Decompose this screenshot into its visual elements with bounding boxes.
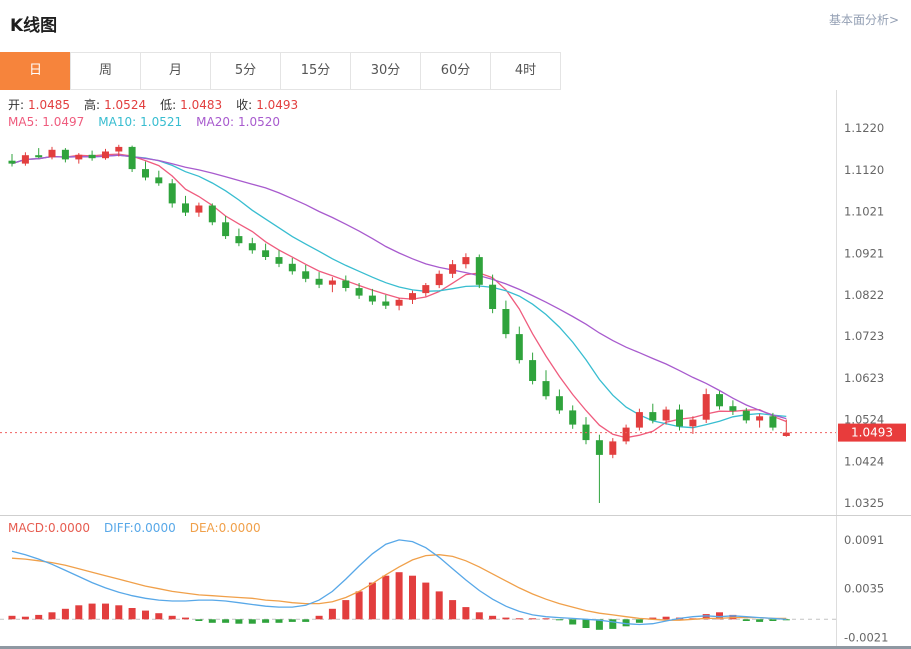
svg-text:1.0723: 1.0723 (844, 329, 884, 343)
ohlc-value: 1.0485 (28, 98, 71, 112)
ma-value: 1.0497 (42, 115, 85, 129)
timeframe-tab-4[interactable]: 15分 (280, 52, 351, 90)
svg-text:1.0524: 1.0524 (844, 413, 884, 427)
ohlc-value: 1.0524 (104, 98, 147, 112)
ma-value: 1.0521 (140, 115, 183, 129)
macd-panel: 0.0091 0.0035 -0.0021 MACD:0.0000 DIFF:0.00… (0, 515, 911, 648)
candlestick-panel: 1.1220 1.1120 1.1021 1.0921 1.0822 1.0723 1.06… (0, 90, 911, 515)
ma-item: MA10: 1.0521 (98, 115, 182, 129)
macd-legend-label: DEA: (189, 521, 219, 535)
ma-label: MA20: (196, 115, 234, 129)
candlestick-chart-svg[interactable]: 1.1220 1.1120 1.1021 1.0921 1.0822 1.0723 1.06… (0, 90, 911, 515)
ma-legend: MA5: 1.0497 MA10: 1.0521 MA20: 1.0520 (8, 115, 294, 129)
ohlc-label: 低: (160, 98, 177, 112)
svg-text:1.0325: 1.0325 (844, 496, 884, 510)
svg-text:1.0921: 1.0921 (844, 246, 884, 260)
macd-legend-item: DEA:0.0000 (190, 521, 261, 535)
timeframe-tab-6[interactable]: 60分 (420, 52, 491, 90)
macd-legend-item: MACD:0.0000 (8, 521, 90, 535)
svg-text:0.0091: 0.0091 (844, 533, 884, 547)
timeframe-tab-0[interactable]: 日 (0, 52, 71, 90)
svg-text:1.0493: 1.0493 (851, 426, 893, 440)
svg-text:1.1021: 1.1021 (844, 204, 884, 218)
ma-value: 1.0520 (238, 115, 280, 129)
ma-label: MA10: (98, 115, 137, 129)
macd-chart-svg[interactable]: 0.0091 0.0035 -0.0021 (0, 516, 911, 648)
fundamental-analysis-link[interactable]: 基本面分析> (828, 13, 899, 27)
svg-text:1.0424: 1.0424 (844, 455, 884, 469)
ohlc-value: 1.0493 (256, 98, 299, 112)
ohlc-legend: 开: 1.0485 高: 1.0524 低: 1.0483 收: 1.0493 (8, 96, 312, 113)
svg-text:-0.0021: -0.0021 (844, 631, 888, 645)
svg-text:1.0623: 1.0623 (844, 371, 884, 385)
timeframe-tab-1[interactable]: 周 (70, 52, 141, 90)
ohlc-item: 开: 1.0485 (8, 98, 70, 112)
svg-text:1.1120: 1.1120 (844, 163, 884, 177)
ohlc-item: 高: 1.0524 (84, 98, 146, 112)
header: K线图 基本面分析> (0, 0, 911, 52)
macd-legend-value: 0.0000 (48, 521, 91, 535)
ohlc-item: 收: 1.0493 (236, 98, 298, 112)
ma-label: MA5: (8, 115, 39, 129)
ohlc-label: 收: (236, 98, 253, 112)
svg-text:1.1220: 1.1220 (844, 121, 884, 135)
timeframe-tab-3[interactable]: 5分 (210, 52, 281, 90)
ohlc-value: 1.0483 (180, 98, 223, 112)
page-title: K线图 (10, 16, 58, 36)
svg-text:0.0035: 0.0035 (844, 582, 884, 596)
macd-legend-label: MACD: (8, 521, 49, 535)
macd-legend-value: 0.0000 (218, 521, 261, 535)
timeframe-tabs: 日周月 5分 15分 30分 60分 4时 (0, 52, 911, 90)
ma-item: MA5: 1.0497 (8, 115, 84, 129)
bottom-divider (0, 646, 911, 649)
svg-text:1.0822: 1.0822 (844, 288, 884, 302)
macd-legend: MACD:0.0000 DIFF:0.0000 DEA:0.0000 (8, 521, 275, 535)
ma-item: MA20: 1.0520 (196, 115, 280, 129)
timeframe-tab-5[interactable]: 30分 (350, 52, 421, 90)
ohlc-item: 低: 1.0483 (160, 98, 222, 112)
timeframe-tab-7[interactable]: 4时 (490, 52, 561, 90)
macd-legend-label: DIFF: (104, 521, 134, 535)
macd-legend-value: 0.0000 (133, 521, 176, 535)
timeframe-tab-2[interactable]: 月 (140, 52, 211, 90)
macd-legend-item: DIFF:0.0000 (104, 521, 176, 535)
ohlc-label: 开: (8, 98, 25, 112)
ohlc-label: 高: (84, 98, 101, 112)
